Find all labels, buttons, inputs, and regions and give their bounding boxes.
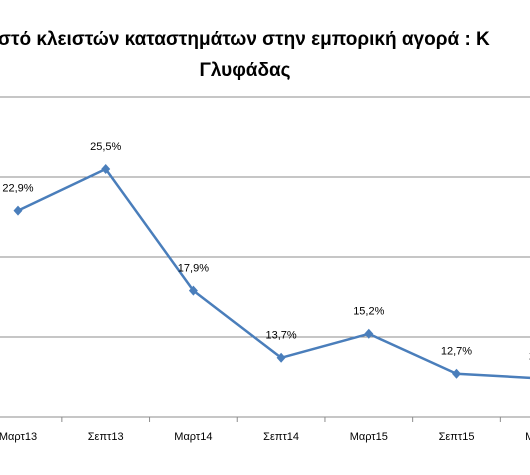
- value-label: 22,9%: [2, 183, 33, 195]
- value-label: 12,7%: [441, 346, 472, 358]
- x-tick-label: Μαρτ16: [525, 431, 530, 443]
- point: [101, 164, 111, 174]
- chart-title: Γλυφάδας: [199, 60, 290, 81]
- point: [364, 328, 374, 339]
- point: [188, 285, 198, 296]
- value-label: 17,9%: [178, 263, 209, 275]
- point: [452, 368, 461, 379]
- point: [276, 352, 286, 363]
- x-tick-label: Μαρτ15: [350, 431, 388, 443]
- value-label: 12,4%: [529, 351, 530, 363]
- x-tick-label: Μαρτ13: [0, 431, 37, 443]
- x-tick-label: Σεπτ13: [88, 431, 124, 443]
- x-tick-label: Σεπτ15: [439, 431, 475, 443]
- chart-title: στό κλειστών καταστημάτων στην εμπορική …: [0, 29, 490, 50]
- x-tick-label: Σεπτ14: [263, 431, 299, 443]
- value-label: 25,5%: [90, 141, 121, 153]
- x-tick-label: Μαρτ14: [174, 431, 212, 443]
- value-label: 15,2%: [353, 306, 384, 318]
- point: [13, 205, 23, 216]
- value-label: 13,7%: [265, 330, 296, 342]
